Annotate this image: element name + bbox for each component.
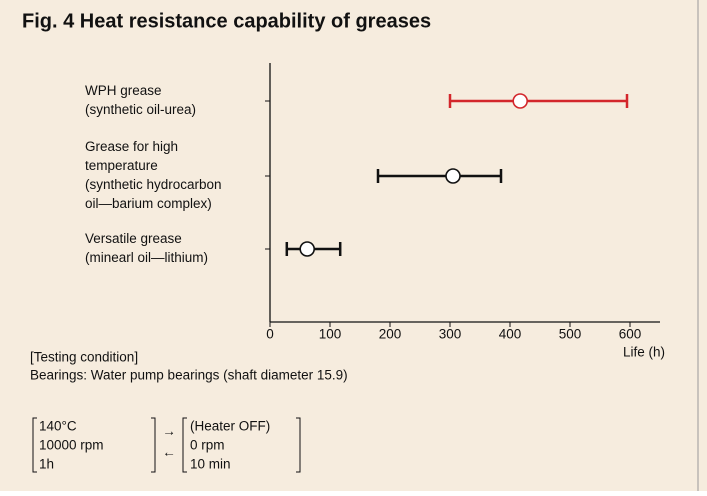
category-label: temperature (85, 158, 158, 173)
x-tick-label: 300 (439, 327, 462, 342)
point (445, 168, 461, 184)
x-axis-label: Life (h) (623, 345, 665, 360)
x-tick-label: 200 (379, 327, 402, 342)
category-label: oil—barium complex) (85, 196, 212, 211)
category-label: Grease for high (85, 139, 178, 154)
category-label: (synthetic hydrocarbon (85, 177, 222, 192)
category-label: (synthetic oil-urea) (85, 102, 196, 117)
x-tick-label: 100 (319, 327, 342, 342)
x-tick-label: 0 (266, 327, 274, 342)
arrow-forward: → (162, 424, 176, 439)
note-bearings: Bearings: Water pump bearings (shaft dia… (30, 368, 348, 383)
condition-on: 140°C (39, 419, 77, 434)
chart-title: Fig. 4 Heat resistance capability of gre… (22, 10, 431, 32)
condition-off: (Heater OFF) (190, 419, 270, 434)
category-label: (minearl oil—lithium) (85, 250, 208, 265)
note-heading: [Testing condition] (30, 350, 138, 365)
condition-on: 10000 rpm (39, 438, 104, 453)
condition-on: 1h (39, 457, 54, 472)
arrow-back: ← (162, 445, 176, 460)
x-tick-label: 500 (559, 327, 582, 342)
category-label: WPH grease (85, 83, 162, 98)
brackets (32, 417, 301, 473)
point (299, 241, 316, 257)
condition-off: 0 rpm (190, 438, 225, 453)
point (512, 93, 529, 109)
category-label: Versatile grease (85, 231, 182, 246)
x-tick-label: 600 (619, 327, 642, 342)
x-tick-label: 400 (499, 327, 522, 342)
condition-off: 10 min (190, 457, 231, 472)
